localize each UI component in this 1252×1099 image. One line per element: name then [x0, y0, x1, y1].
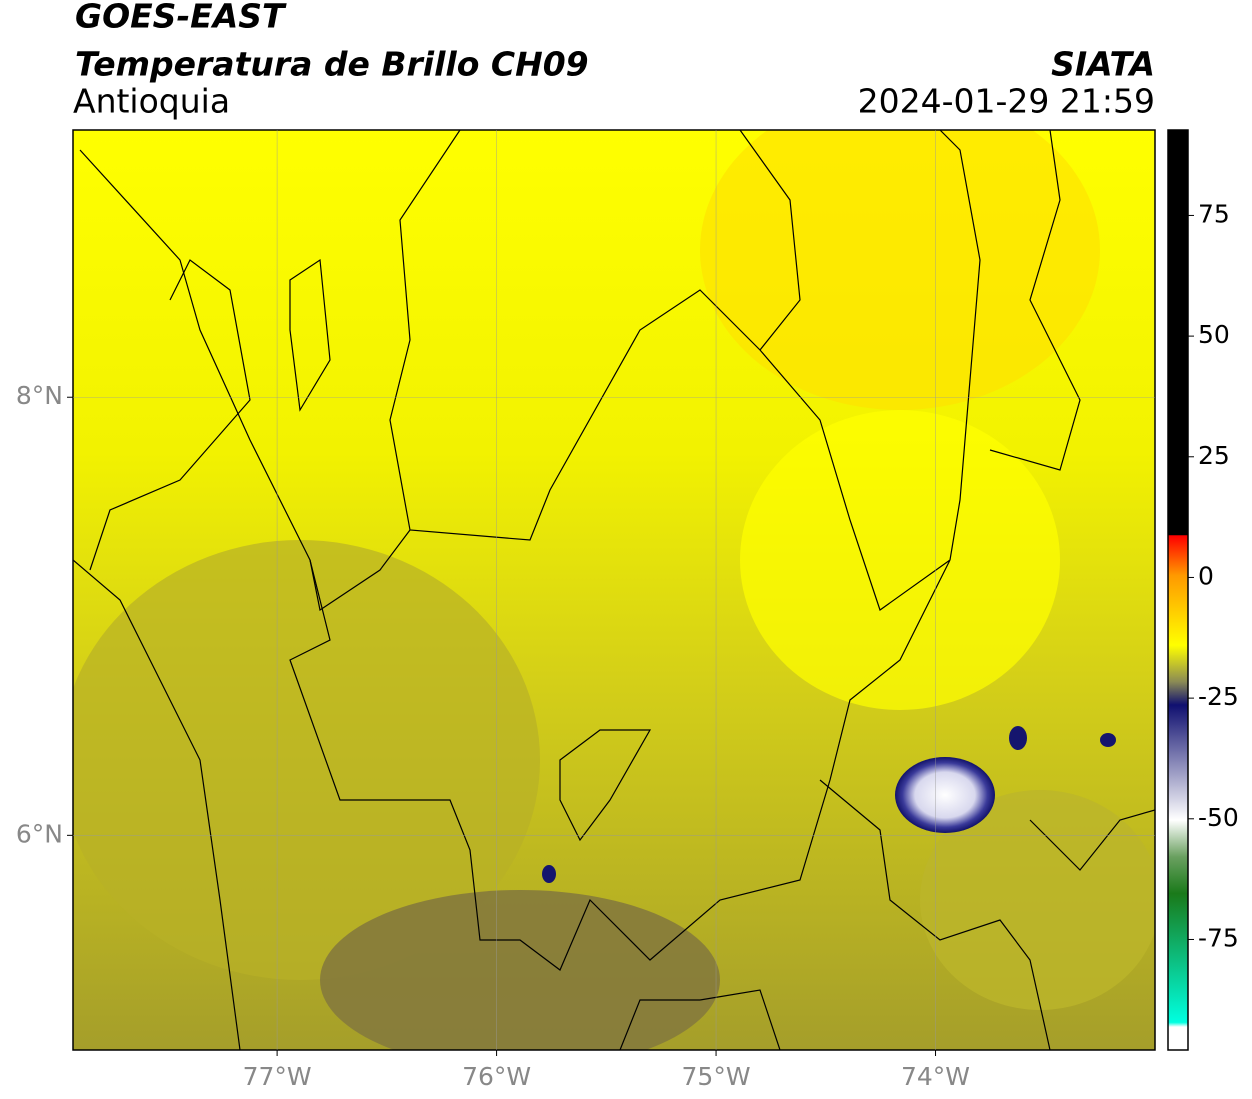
storm-cell	[542, 865, 556, 883]
border	[309, 529, 411, 611]
border	[819, 779, 1051, 1050]
y-tick-label: 8°N	[16, 381, 63, 410]
border	[89, 259, 251, 571]
border	[73, 559, 241, 1050]
cool-area	[73, 540, 540, 980]
border	[559, 729, 652, 842]
subtitle: Temperatura de Brillo CH09	[75, 45, 589, 84]
warm-area	[700, 130, 1100, 410]
border	[79, 130, 951, 971]
region: Antioquia	[73, 82, 230, 121]
colorbar	[1167, 129, 1189, 1051]
colorbar-tick-label: 50	[1198, 320, 1230, 349]
border	[289, 258, 331, 412]
source: SIATA	[1051, 45, 1155, 84]
colorbar-tick-label: 25	[1198, 441, 1230, 470]
storm-cell	[1100, 733, 1116, 747]
border	[739, 130, 801, 351]
map	[73, 130, 1155, 1050]
colorbar-tick-label: -75	[1198, 923, 1239, 952]
datetime: 2024-01-29 21:59	[858, 82, 1155, 121]
x-tick-label: 75°W	[682, 1062, 751, 1091]
cool-area	[920, 790, 1155, 1010]
y-tick-label: 6°N	[16, 819, 63, 848]
storm-cell	[895, 757, 995, 833]
title: GOES-EAST	[75, 0, 287, 36]
border	[939, 130, 981, 561]
storm-cell	[1009, 726, 1027, 750]
border	[989, 130, 1081, 471]
colorbar-tick-label: -25	[1198, 682, 1239, 711]
x-tick-label: 74°W	[901, 1062, 970, 1091]
warm-area	[740, 410, 1060, 710]
colorbar-tick-label: -50	[1198, 803, 1239, 832]
map-frame	[72, 129, 1156, 1051]
x-tick-label: 77°W	[243, 1062, 312, 1091]
border	[1029, 809, 1155, 871]
cool-area	[320, 890, 720, 1050]
border	[619, 989, 781, 1050]
x-tick-label: 76°W	[462, 1062, 531, 1091]
colorbar-tick-label: 75	[1198, 199, 1230, 228]
colorbar-tick-label: 0	[1198, 561, 1214, 590]
